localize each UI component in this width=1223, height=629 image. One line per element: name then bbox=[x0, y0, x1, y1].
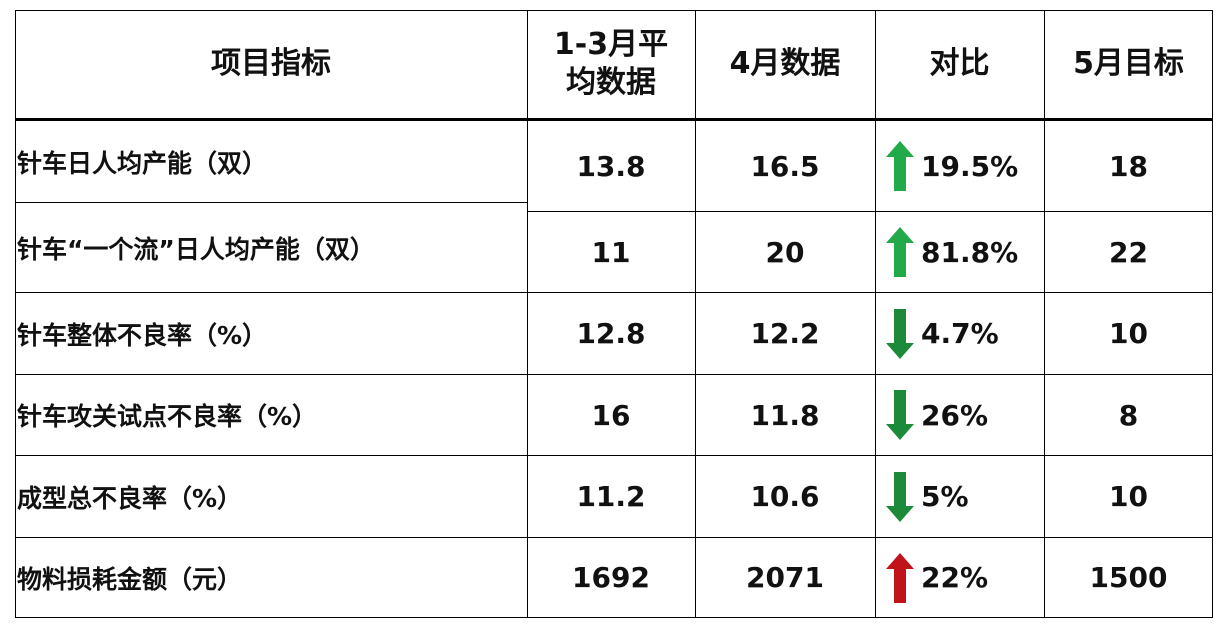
row-label: 物料损耗金额（元） bbox=[17, 564, 243, 594]
table-border-top bbox=[15, 10, 1213, 11]
may-target-value: 10 bbox=[1109, 317, 1148, 350]
comparison-cell: 5% bbox=[875, 456, 1044, 537]
april-value: 12.2 bbox=[750, 317, 820, 350]
change-percent: 22% bbox=[921, 561, 989, 594]
comparison-cell: 81.8% bbox=[875, 212, 1044, 292]
row-divider bbox=[15, 202, 527, 203]
may-target-value: 8 bbox=[1118, 398, 1139, 432]
change-percent: 4.7% bbox=[921, 317, 999, 350]
arrow-up-icon bbox=[886, 227, 914, 277]
arrow-down-icon bbox=[886, 471, 914, 522]
header-may-target: 5月目标 bbox=[1073, 46, 1184, 81]
arrow-down-icon bbox=[886, 390, 914, 440]
q1-average-value: 1692 bbox=[572, 561, 650, 594]
may-target-value: 10 bbox=[1109, 480, 1148, 513]
arrow-up-icon bbox=[886, 552, 914, 603]
row-label: 针车“一个流”日人均产能（双） bbox=[17, 234, 375, 264]
column-divider bbox=[695, 10, 696, 618]
comparison-cell: 19.5% bbox=[875, 121, 1044, 211]
row-divider bbox=[15, 292, 1213, 293]
q1-average-value: 13.8 bbox=[576, 149, 646, 183]
may-target-value: 18 bbox=[1109, 149, 1148, 183]
april-value: 11.8 bbox=[750, 398, 820, 432]
comparison-cell: 22% bbox=[875, 538, 1044, 617]
table-border-left bbox=[15, 10, 16, 618]
table-border-right bbox=[1212, 10, 1213, 618]
arrow-down-icon bbox=[886, 308, 914, 359]
header-q1-average: 1-3月平 均数据 bbox=[553, 27, 669, 100]
change-percent: 81.8% bbox=[921, 235, 1019, 269]
april-value: 2071 bbox=[746, 561, 824, 594]
april-value: 10.6 bbox=[750, 480, 820, 513]
header-item: 项目指标 bbox=[211, 46, 331, 81]
row-divider bbox=[15, 537, 1213, 538]
row-divider bbox=[15, 455, 1213, 456]
row-label: 针车整体不良率（%） bbox=[17, 320, 268, 350]
change-percent: 26% bbox=[921, 398, 989, 432]
change-percent: 19.5% bbox=[921, 149, 1019, 183]
header-april-data: 4月数据 bbox=[729, 46, 841, 81]
april-value: 16.5 bbox=[750, 149, 820, 183]
row-label: 针车攻关试点不良率（%） bbox=[17, 402, 318, 431]
comparison-cell: 26% bbox=[875, 375, 1044, 455]
header-separator bbox=[15, 118, 1213, 121]
q1-average-value: 11 bbox=[591, 235, 631, 269]
row-divider bbox=[527, 211, 1213, 212]
arrow-up-icon bbox=[886, 141, 914, 191]
table-border-bottom bbox=[15, 617, 1213, 618]
row-divider bbox=[15, 374, 1213, 375]
q1-average-value: 11.2 bbox=[576, 480, 646, 513]
change-percent: 5% bbox=[921, 480, 969, 513]
column-divider bbox=[527, 10, 528, 618]
metrics-table: 项目指标 1-3月平 均数据 4月数据 对比 5月目标 针车日人均产能（双） 1… bbox=[15, 10, 1213, 620]
comparison-cell: 4.7% bbox=[875, 293, 1044, 374]
row-label: 成型总不良率（%） bbox=[17, 483, 243, 513]
q1-average-value: 12.8 bbox=[576, 317, 646, 350]
q1-average-value: 16 bbox=[591, 398, 631, 432]
row-label: 针车日人均产能（双） bbox=[17, 148, 268, 178]
column-divider bbox=[875, 10, 876, 618]
april-value: 20 bbox=[765, 235, 805, 269]
header-comparison: 对比 bbox=[929, 46, 990, 81]
may-target-value: 1500 bbox=[1089, 561, 1168, 594]
column-divider bbox=[1044, 10, 1045, 618]
may-target-value: 22 bbox=[1109, 235, 1148, 269]
